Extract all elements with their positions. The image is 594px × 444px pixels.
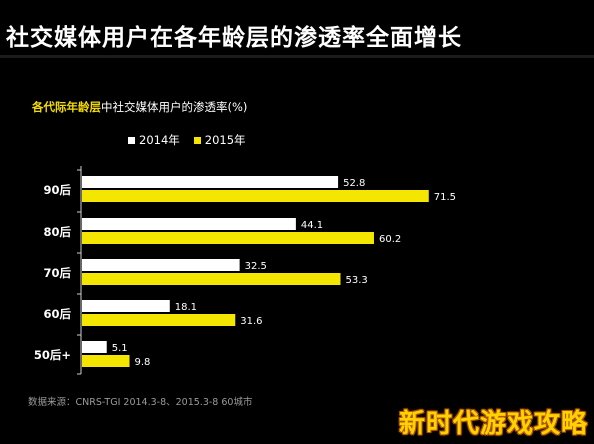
subtitle-rest: 中社交媒体用户的渗透率(%) xyxy=(101,100,248,114)
data-label-2015-1: 60.2 xyxy=(379,234,401,245)
chart-subtitle: 各代际年龄层中社交媒体用户的渗透率(%) xyxy=(32,99,247,115)
bar-2015-0 xyxy=(82,190,429,202)
legend-label-2015: 2015年 xyxy=(204,133,246,147)
bar-2014-1 xyxy=(82,218,296,230)
category-label-1: 80后 xyxy=(43,225,71,239)
data-label-2014-3: 18.1 xyxy=(175,302,197,313)
data-label-2015-3: 31.6 xyxy=(240,316,262,327)
subtitle-highlight: 各代际年龄层 xyxy=(32,100,101,114)
legend-swatch-2014 xyxy=(128,136,135,144)
data-label-2015-2: 53.3 xyxy=(346,275,368,286)
bar-2015-1 xyxy=(82,232,374,244)
title-divider xyxy=(0,55,594,58)
bar-2014-3 xyxy=(82,300,170,312)
category-label-4: 50后+ xyxy=(34,348,71,362)
data-label-2014-0: 52.8 xyxy=(343,178,365,189)
legend-label-2014: 2014年 xyxy=(139,133,180,147)
chart-legend: 2014年 2015年 xyxy=(128,132,246,148)
bar-2014-0 xyxy=(82,176,339,188)
category-label-0: 90后 xyxy=(43,183,71,197)
data-label-2014-4: 5.1 xyxy=(112,343,128,354)
bar-2014-4 xyxy=(82,341,107,353)
category-label-2: 70后 xyxy=(43,266,71,280)
data-label-2015-4: 9.8 xyxy=(135,357,151,368)
data-label-2015-0: 71.5 xyxy=(434,192,456,203)
data-source-note: 数据来源：CNRS-TGI 2014.3-8、2015.3-8 60城市 xyxy=(28,397,253,408)
watermark-logo: 新时代游戏攻略 xyxy=(398,409,588,439)
bar-2014-2 xyxy=(82,259,240,271)
legend-item-2014: 2014年 xyxy=(128,132,180,148)
legend-item-2015: 2015年 xyxy=(193,132,246,148)
category-label-3: 60后 xyxy=(43,307,71,321)
bar-2015-3 xyxy=(82,314,236,326)
bar-2015-2 xyxy=(82,273,341,285)
data-label-2014-1: 44.1 xyxy=(301,220,323,231)
legend-swatch-2015 xyxy=(193,136,201,144)
data-label-2014-2: 32.5 xyxy=(245,261,267,272)
bar-2015-4 xyxy=(82,355,130,367)
page-title: 社交媒体用户在各年龄层的渗透率全面增长 xyxy=(6,25,462,51)
